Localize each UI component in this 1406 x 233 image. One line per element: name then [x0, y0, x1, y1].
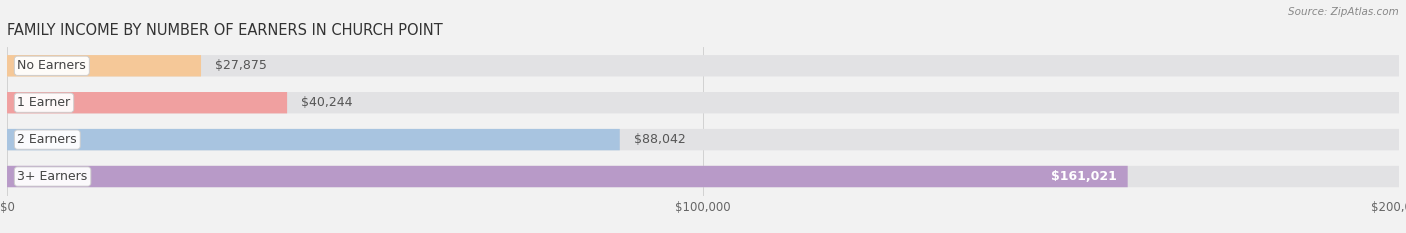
FancyBboxPatch shape [7, 166, 1399, 187]
FancyBboxPatch shape [7, 129, 620, 150]
Text: Source: ZipAtlas.com: Source: ZipAtlas.com [1288, 7, 1399, 17]
FancyBboxPatch shape [7, 129, 1399, 150]
Text: 1 Earner: 1 Earner [17, 96, 70, 109]
FancyBboxPatch shape [7, 92, 287, 113]
FancyBboxPatch shape [7, 55, 201, 76]
FancyBboxPatch shape [7, 55, 1399, 76]
Text: $88,042: $88,042 [634, 133, 686, 146]
FancyBboxPatch shape [7, 166, 1128, 187]
Text: 3+ Earners: 3+ Earners [17, 170, 87, 183]
Text: 2 Earners: 2 Earners [17, 133, 77, 146]
Text: FAMILY INCOME BY NUMBER OF EARNERS IN CHURCH POINT: FAMILY INCOME BY NUMBER OF EARNERS IN CH… [7, 24, 443, 38]
Text: $27,875: $27,875 [215, 59, 267, 72]
Text: $40,244: $40,244 [301, 96, 353, 109]
FancyBboxPatch shape [7, 92, 1399, 113]
Text: No Earners: No Earners [17, 59, 86, 72]
Text: $161,021: $161,021 [1052, 170, 1118, 183]
